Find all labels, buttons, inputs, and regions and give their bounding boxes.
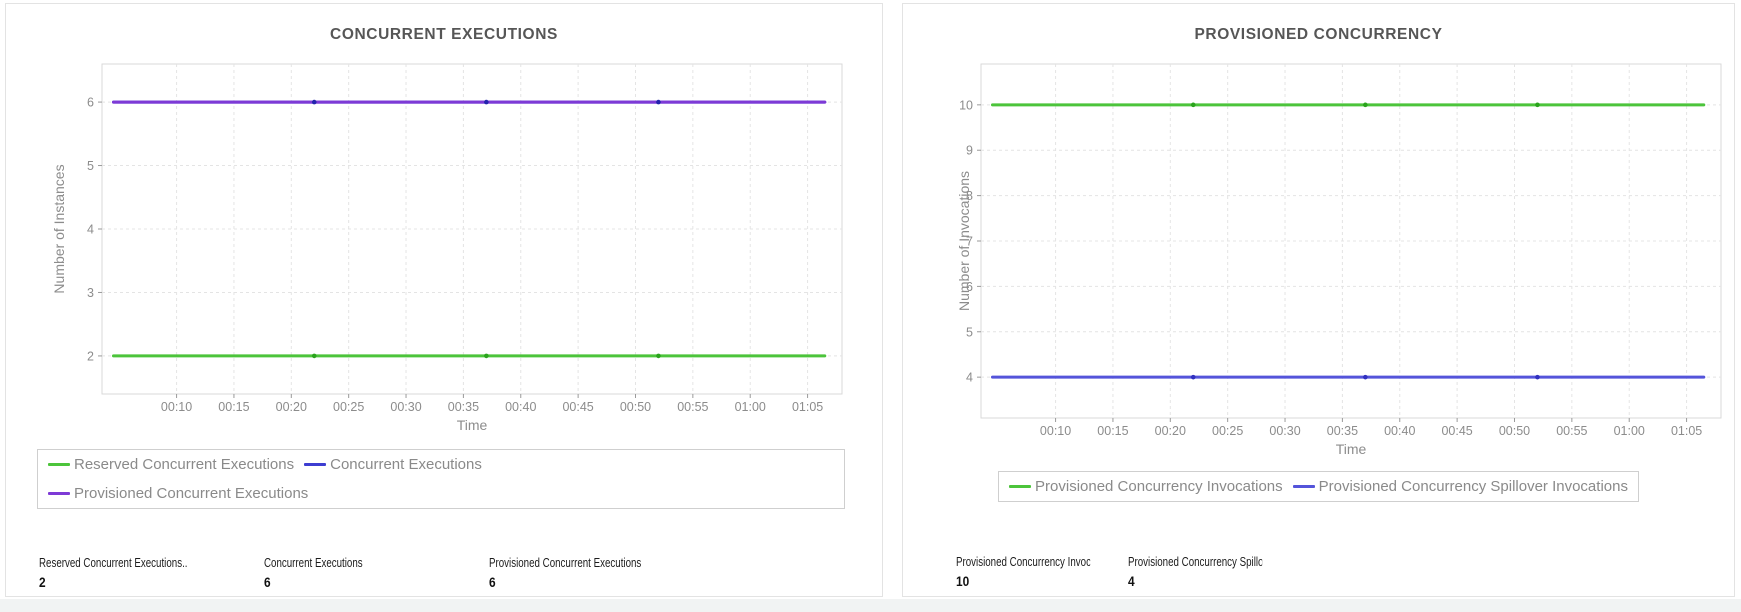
chart-canvas: 4 5 6 7 8 9 10 00:10 00:15 00:20 00:25 00:30 00:35 00…: [956, 63, 1722, 457]
legend-item: Provisioned Concurrency Spillover Invoca…: [1292, 478, 1628, 495]
svg-text:Time: Time: [1336, 441, 1367, 457]
svg-text:01:05: 01:05: [1671, 424, 1702, 438]
svg-text:01:05: 01:05: [792, 400, 823, 414]
legend-label: Concurrent Executions: [330, 456, 482, 473]
stat-label: Provisioned Concurrent Executions: [489, 556, 642, 570]
svg-text:Number of Instances: Number of Instances: [51, 164, 67, 293]
svg-text:5: 5: [87, 159, 94, 173]
svg-text:00:40: 00:40: [505, 400, 536, 414]
svg-text:6: 6: [966, 280, 973, 294]
stat-value: 6: [264, 574, 271, 590]
legend-swatch-icon: [1292, 485, 1315, 488]
svg-text:9: 9: [966, 144, 973, 158]
svg-text:3: 3: [87, 286, 94, 300]
panel-concurrent-executions: CONCURRENT EXECUTIONS 2 3 4 5 6 00:10 00:15 00:…: [5, 3, 883, 597]
svg-text:00:35: 00:35: [448, 400, 479, 414]
svg-text:00:45: 00:45: [562, 400, 593, 414]
legend-swatch-icon: [304, 463, 327, 466]
svg-text:00:55: 00:55: [1556, 424, 1587, 438]
svg-text:00:35: 00:35: [1327, 424, 1358, 438]
svg-text:00:55: 00:55: [677, 400, 708, 414]
legend-item: Reserved Concurrent Executions: [48, 456, 294, 473]
svg-text:00:45: 00:45: [1441, 424, 1472, 438]
stat-value: 6: [489, 574, 496, 590]
chart-title-concurrent-executions: CONCURRENT EXECUTIONS: [330, 26, 558, 43]
legend-item: Concurrent Executions: [304, 456, 482, 473]
legend-label: Provisioned Concurrent Executions: [74, 485, 309, 502]
legend-provisioned-concurrency: Provisioned Concurrency Invocations Provi…: [998, 471, 1639, 502]
svg-text:00:15: 00:15: [218, 400, 249, 414]
chart-plot-concurrent-executions: 2 3 4 5 6 00:10 00:15 00:20 00:25 00:30 00:35 00:40…: [10, 56, 882, 447]
svg-text:4: 4: [87, 223, 94, 237]
stats-row-concurrent-executions: Reserved Concurrent Executions.. 2 Concurr…: [39, 556, 882, 590]
legend-item: Provisioned Concurrent Executions: [48, 485, 308, 502]
stat-value: 10: [956, 573, 970, 589]
svg-text:00:10: 00:10: [161, 400, 192, 414]
svg-text:00:50: 00:50: [620, 400, 651, 414]
svg-text:2: 2: [87, 349, 94, 363]
svg-text:00:40: 00:40: [1384, 424, 1415, 438]
svg-text:00:30: 00:30: [390, 400, 421, 414]
svg-text:4: 4: [966, 371, 973, 385]
stats-row-provisioned-concurrency: Provisioned Concurrency Invocations10Pro…: [956, 555, 1734, 589]
chart-title-provisioned-concurrency: PROVISIONED CONCURRENCY: [1194, 26, 1443, 43]
svg-text:00:15: 00:15: [1097, 424, 1128, 438]
legend-concurrent-executions: Reserved Concurrent Executions Concurrent…: [37, 449, 845, 509]
svg-text:7: 7: [966, 235, 973, 249]
stat-label: Concurrent Executions: [264, 556, 363, 570]
svg-text:00:20: 00:20: [276, 400, 307, 414]
chart-canvas: 2 3 4 5 6 00:10 00:15 00:20 00:25 00:30 00:35 00:40…: [51, 63, 843, 433]
legend-label: Provisioned Concurrency Invocations: [1035, 478, 1283, 495]
svg-text:Number of Invocations: Number of Invocations: [956, 171, 972, 311]
metrics-dashboard: CONCURRENT EXECUTIONS 2 3 4 5 6 00:10 00:15 00:…: [5, 3, 1735, 597]
stat-label: Reserved Concurrent Executions..: [39, 556, 188, 570]
page-bottom-strip: [0, 599, 1741, 612]
stat-item: Reserved Concurrent Executions.. 2: [39, 556, 264, 590]
svg-text:00:25: 00:25: [333, 400, 364, 414]
stat-value: 2: [39, 574, 46, 590]
svg-text:10: 10: [959, 98, 973, 112]
svg-text:Time: Time: [457, 417, 488, 433]
svg-text:01:00: 01:00: [735, 400, 766, 414]
stat-item: Concurrent Executions 6: [264, 556, 489, 590]
svg-text:01:00: 01:00: [1614, 424, 1645, 438]
svg-text:00:25: 00:25: [1212, 424, 1243, 438]
legend-swatch-icon: [48, 463, 70, 466]
stat-label: Provisioned Concurrency Spillover Invoca…: [1128, 555, 1262, 569]
stat-value: 4: [1128, 573, 1135, 589]
chart-plot-provisioned-concurrency: 4 5 6 7 8 9 10 00:10 00:15 00:20 00:25 00:30 00:35 00…: [909, 56, 1734, 471]
svg-text:6: 6: [87, 96, 94, 110]
legend-label: Reserved Concurrent Executions: [74, 456, 295, 473]
legend-swatch-icon: [1009, 485, 1032, 488]
svg-text:8: 8: [966, 189, 973, 203]
svg-text:00:50: 00:50: [1499, 424, 1530, 438]
legend-item: Provisioned Concurrency Invocations: [1009, 478, 1283, 495]
svg-text:00:10: 00:10: [1040, 424, 1071, 438]
panel-provisioned-concurrency: PROVISIONED CONCURRENCY 4 5 6 7 8 9 10 00:10 00:…: [902, 3, 1735, 597]
stat-item: Provisioned Concurrent Executions 6: [489, 556, 714, 590]
svg-text:5: 5: [966, 325, 973, 339]
stat-item: Provisioned Concurrency Invocations 10: [956, 555, 1128, 589]
svg-text:00:30: 00:30: [1269, 424, 1300, 438]
legend-swatch-icon: [48, 492, 70, 495]
stat-label: Provisioned Concurrency Invocations: [956, 555, 1091, 569]
legend-label: Provisioned Concurrency Spillover Invoca…: [1318, 478, 1628, 495]
svg-text:00:20: 00:20: [1155, 424, 1186, 438]
stat-item: Provisioned Concurrency Spillover Invoca…: [1128, 555, 1300, 589]
